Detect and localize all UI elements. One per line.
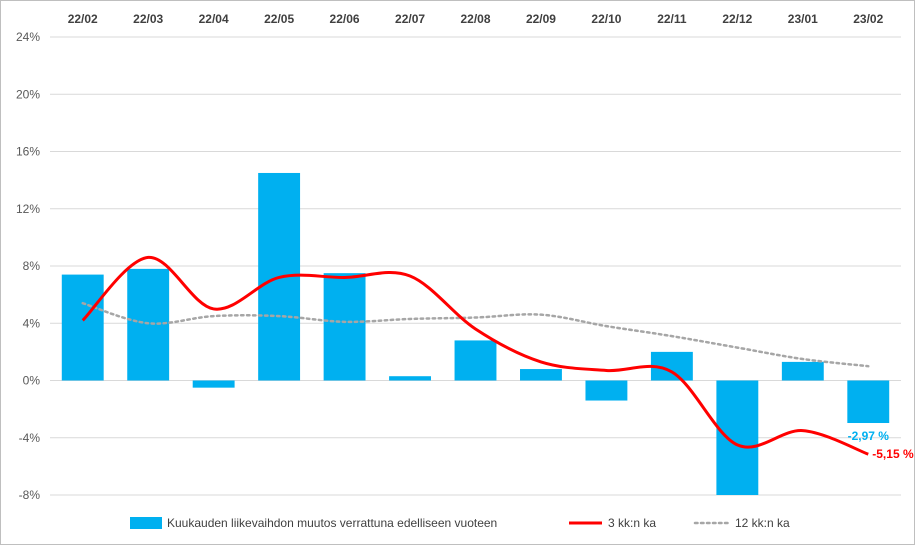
bar [585, 380, 628, 401]
x-category-label: 22/11 [657, 12, 687, 26]
bar [61, 274, 104, 381]
bar [520, 369, 562, 381]
bar [192, 380, 235, 388]
x-category-label: 23/01 [788, 12, 818, 26]
y-tick-label: 0% [23, 374, 41, 388]
y-tick-label: 4% [23, 316, 41, 330]
x-category-label: 22/10 [591, 12, 621, 26]
data-label: -5,15 % [872, 447, 914, 461]
legend-label: 3 kk:n ka [608, 516, 656, 530]
bar [323, 273, 366, 381]
x-category-label: 22/04 [199, 12, 229, 26]
bar [389, 376, 431, 381]
legend-label: 12 kk:n ka [735, 516, 790, 530]
y-axis-ticks: -8% -4% 0% 4% 8% 12% 16% 20% 24% [16, 30, 40, 502]
gridlines [50, 36, 901, 496]
legend: Kuukauden liikevaihdon muutos verrattuna… [130, 516, 790, 530]
legend-swatch-bar [130, 517, 162, 529]
x-category-label: 22/06 [330, 12, 360, 26]
legend-label: Kuukauden liikevaihdon muutos verrattuna… [167, 516, 497, 530]
x-category-label: 22/07 [395, 12, 425, 26]
bar [454, 340, 497, 381]
x-category-label: 22/08 [460, 12, 490, 26]
x-category-label: 22/12 [722, 12, 752, 26]
x-category-label: 22/02 [68, 12, 98, 26]
y-tick-label: -8% [19, 488, 41, 502]
data-label: -2,97 % [848, 429, 890, 443]
line-3kk-ka [81, 255, 869, 456]
y-tick-label: -4% [19, 431, 41, 445]
x-category-label: 22/03 [133, 12, 163, 26]
x-axis-categories: 22/02 22/03 22/04 22/05 22/06 22/07 22/08 22/09… [68, 12, 884, 26]
bar-series [61, 172, 890, 495]
bar [716, 380, 759, 495]
x-category-label: 23/02 [853, 12, 883, 26]
line-series [81, 255, 870, 456]
data-labels: -2,97 % -5,15 % [848, 429, 914, 461]
y-tick-label: 20% [16, 87, 40, 101]
y-tick-label: 12% [16, 202, 40, 216]
bar [127, 268, 170, 381]
bar [847, 380, 890, 424]
x-category-label: 22/05 [264, 12, 294, 26]
y-tick-label: 24% [16, 30, 40, 44]
bar [781, 361, 824, 381]
line-12kk-ka [81, 301, 870, 368]
y-tick-label: 16% [16, 145, 40, 159]
x-category-label: 22/09 [526, 12, 556, 26]
y-tick-label: 8% [23, 259, 41, 273]
